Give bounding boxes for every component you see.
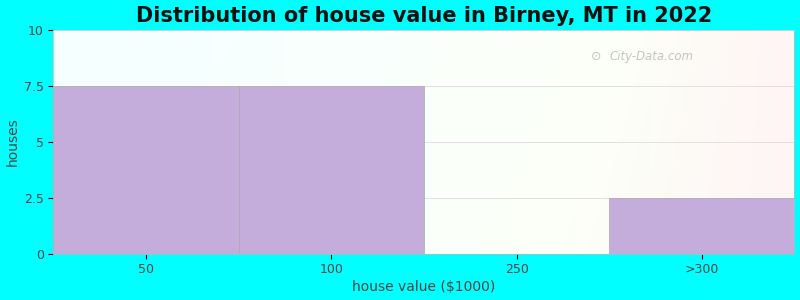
X-axis label: house value ($1000): house value ($1000) [352, 280, 495, 294]
Text: ⊙: ⊙ [590, 50, 601, 63]
Bar [238, 86, 424, 254]
Y-axis label: houses: houses [6, 117, 19, 166]
Bar [54, 86, 238, 254]
Bar [609, 198, 794, 254]
Text: City-Data.com: City-Data.com [609, 50, 694, 63]
Title: Distribution of house value in Birney, MT in 2022: Distribution of house value in Birney, M… [136, 6, 712, 26]
